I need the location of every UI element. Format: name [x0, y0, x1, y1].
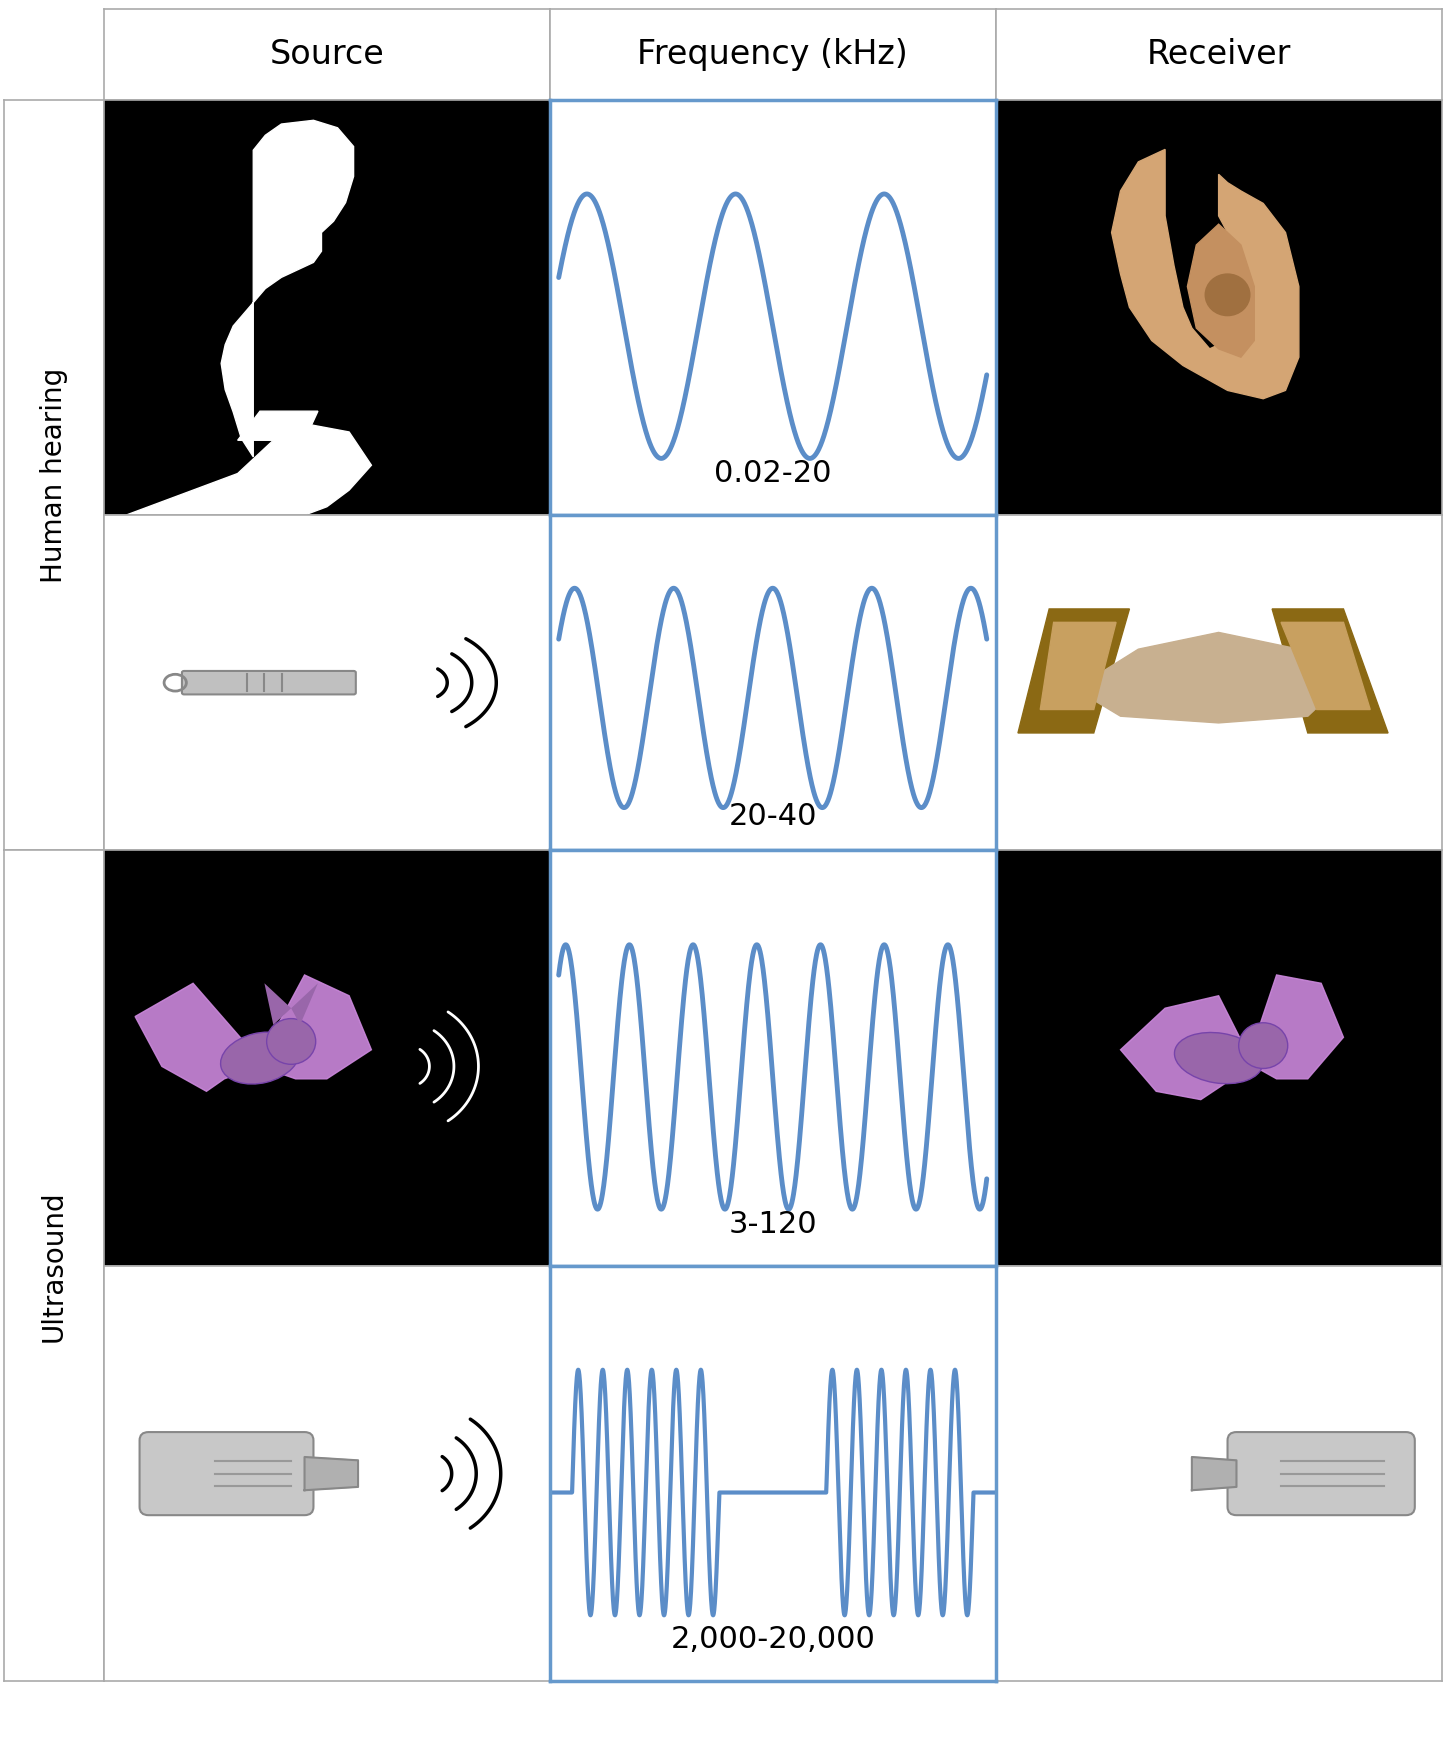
Polygon shape — [1192, 1456, 1237, 1491]
Text: Receiver: Receiver — [1146, 38, 1291, 70]
Circle shape — [1205, 274, 1250, 316]
Polygon shape — [264, 983, 291, 1025]
Polygon shape — [1040, 622, 1115, 709]
Ellipse shape — [1175, 1032, 1263, 1084]
Text: Source: Source — [270, 38, 384, 70]
Circle shape — [1238, 1023, 1287, 1069]
Polygon shape — [136, 983, 260, 1091]
Polygon shape — [1017, 609, 1130, 733]
Polygon shape — [291, 983, 317, 1025]
Polygon shape — [304, 1456, 358, 1491]
Text: 20-40: 20-40 — [729, 801, 817, 831]
Polygon shape — [1111, 150, 1299, 398]
Polygon shape — [126, 424, 371, 515]
FancyBboxPatch shape — [140, 1432, 313, 1516]
Text: 2,000-20,000: 2,000-20,000 — [671, 1626, 874, 1655]
Polygon shape — [260, 974, 371, 1079]
Polygon shape — [238, 412, 317, 440]
Polygon shape — [1188, 223, 1254, 358]
Text: Human hearing: Human hearing — [40, 367, 68, 583]
Ellipse shape — [221, 1032, 299, 1084]
Text: 3-120: 3-120 — [729, 1210, 817, 1240]
Text: Frequency (kHz): Frequency (kHz) — [638, 38, 908, 70]
Polygon shape — [1121, 995, 1254, 1100]
Polygon shape — [1076, 632, 1343, 723]
Circle shape — [267, 1018, 316, 1065]
Polygon shape — [1281, 622, 1371, 709]
Polygon shape — [1254, 974, 1343, 1079]
Polygon shape — [221, 120, 354, 457]
FancyBboxPatch shape — [1228, 1432, 1414, 1516]
Ellipse shape — [309, 292, 345, 306]
Polygon shape — [1273, 609, 1388, 733]
Text: Ultrasound: Ultrasound — [40, 1191, 68, 1341]
Text: 0.02-20: 0.02-20 — [714, 459, 831, 489]
FancyBboxPatch shape — [182, 670, 356, 695]
